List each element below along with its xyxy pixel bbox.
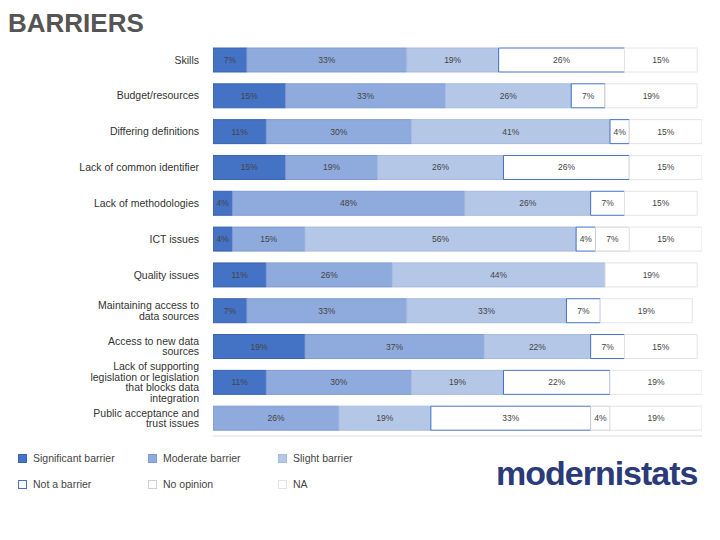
svg-text:15%: 15% [657,127,674,137]
svg-text:4%: 4% [594,413,607,423]
svg-text:19%: 19% [250,342,267,352]
svg-text:30%: 30% [330,377,347,387]
svg-text:15%: 15% [652,55,669,65]
svg-text:Public acceptance andtrust iss: Public acceptance andtrust issues [93,407,199,430]
svg-text:Budget/resources: Budget/resources [117,89,199,101]
svg-text:19%: 19% [643,91,660,101]
svg-text:7%: 7% [601,198,614,208]
svg-text:19%: 19% [643,270,660,280]
svg-text:26%: 26% [321,270,338,280]
svg-text:4%: 4% [217,198,230,208]
svg-text:19%: 19% [444,55,461,65]
html-text:No opinion: No opinion [163,478,214,490]
svg-text:33%: 33% [357,91,374,101]
svg-text:30%: 30% [330,127,347,137]
svg-text:Lack of supportinglegislation: Lack of supportinglegislation or legisla… [90,360,199,404]
svg-text:19%: 19% [323,162,340,172]
svg-text:7%: 7% [224,306,237,316]
svg-text:7%: 7% [577,306,590,316]
svg-text:19%: 19% [449,377,466,387]
svg-text:56%: 56% [432,234,449,244]
svg-text:Skills: Skills [174,54,199,66]
svg-text:15%: 15% [657,234,674,244]
svg-text:Lack of methodologies: Lack of methodologies [94,197,199,209]
svg-text:15%: 15% [260,234,277,244]
svg-text:15%: 15% [241,162,258,172]
svg-text:4%: 4% [580,234,593,244]
svg-text:15%: 15% [652,342,669,352]
svg-text:48%: 48% [340,198,357,208]
svg-text:7%: 7% [601,342,614,352]
svg-text:26%: 26% [432,162,449,172]
html-text:Significant barrier: Significant barrier [33,452,115,464]
svg-text:26%: 26% [519,198,536,208]
svg-text:ICT issues: ICT issues [150,233,199,245]
svg-text:19%: 19% [647,377,664,387]
html-text:Slight barrier: Slight barrier [293,452,353,464]
svg-text:19%: 19% [647,413,664,423]
svg-text:Maintaining access todata sour: Maintaining access todata sources [98,299,199,322]
html-text:Not a barrier: Not a barrier [33,478,92,490]
html-text:Moderate barrier: Moderate barrier [163,452,241,464]
svg-text:4%: 4% [217,234,230,244]
svg-text:26%: 26% [500,91,517,101]
svg-text:22%: 22% [548,377,565,387]
svg-text:26%: 26% [558,162,575,172]
svg-text:11%: 11% [231,377,248,387]
svg-text:33%: 33% [502,413,519,423]
svg-text:7%: 7% [582,91,595,101]
html-text:BARRIERS: BARRIERS [8,8,144,38]
svg-text:15%: 15% [652,198,669,208]
svg-text:33%: 33% [318,55,335,65]
html-text:modernistats: modernistats [496,454,698,492]
svg-text:Lack of common identifier: Lack of common identifier [79,161,199,173]
svg-text:22%: 22% [529,342,546,352]
svg-text:26%: 26% [553,55,570,65]
svg-text:19%: 19% [638,306,655,316]
svg-text:Differing definitions: Differing definitions [110,125,199,137]
svg-text:15%: 15% [657,162,674,172]
svg-text:41%: 41% [502,127,519,137]
svg-text:7%: 7% [606,234,619,244]
svg-text:11%: 11% [231,127,248,137]
svg-text:11%: 11% [231,270,248,280]
svg-text:26%: 26% [267,413,284,423]
svg-text:33%: 33% [478,306,495,316]
svg-text:4%: 4% [614,127,627,137]
svg-text:33%: 33% [318,306,335,316]
svg-text:44%: 44% [490,270,507,280]
html-text:NA: NA [293,478,308,490]
svg-text:7%: 7% [224,55,237,65]
svg-text:Quality issues: Quality issues [134,269,199,281]
svg-text:15%: 15% [241,91,258,101]
svg-text:Access to new datasources: Access to new datasources [108,335,199,358]
svg-text:37%: 37% [386,342,403,352]
svg-text:19%: 19% [376,413,393,423]
